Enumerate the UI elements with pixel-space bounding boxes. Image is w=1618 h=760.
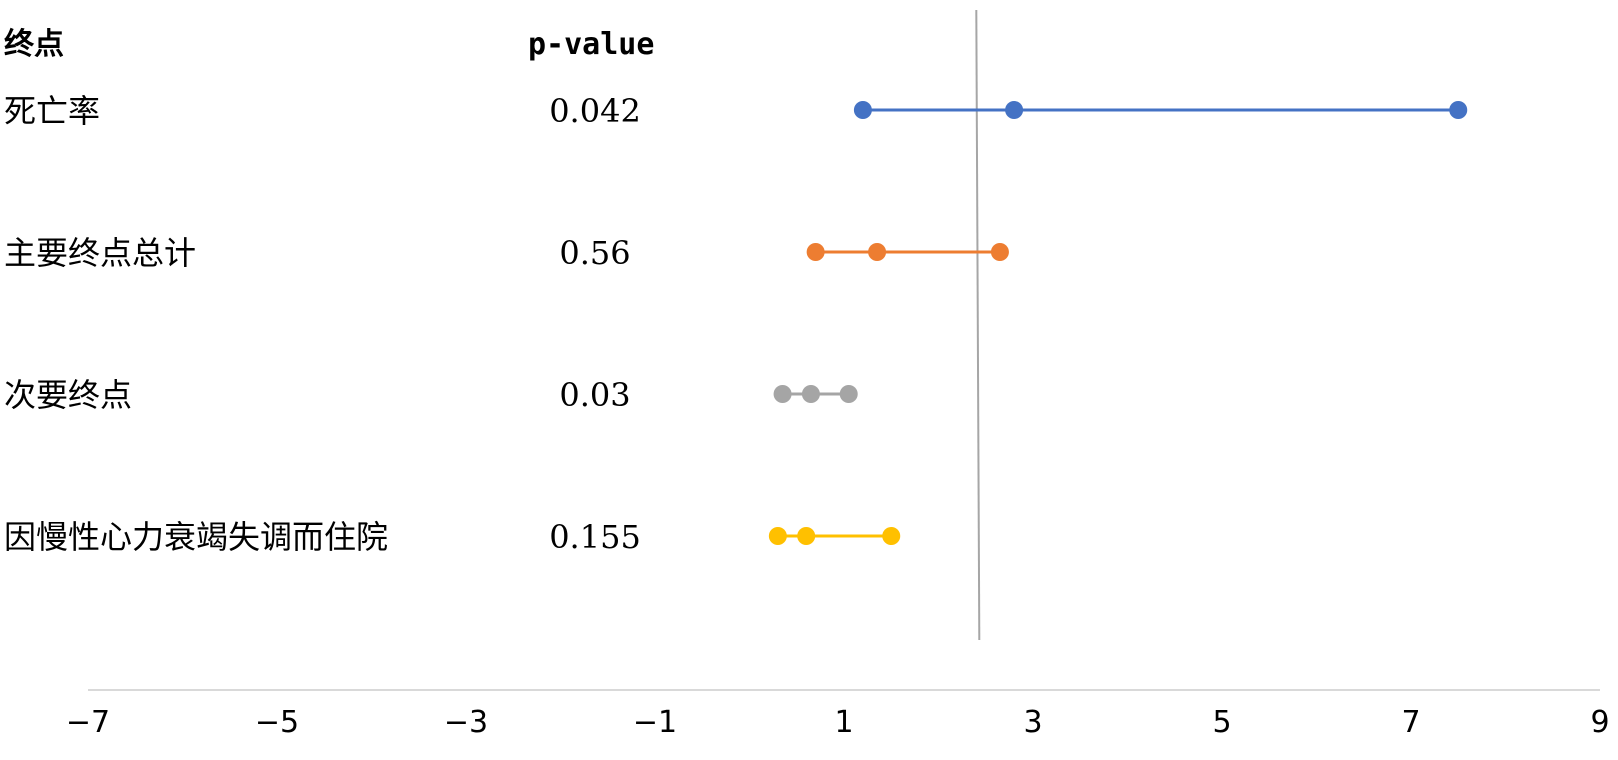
estimate-point — [868, 243, 887, 261]
ci-low-point — [853, 101, 872, 119]
ci-high-point — [882, 527, 901, 545]
row-label: 因慢性心力衰竭失调而住院 — [4, 518, 388, 556]
ci-low-point — [806, 243, 825, 261]
x-tick-label: −7 — [66, 705, 110, 740]
reference-line — [975, 9, 981, 641]
row-label: 主要终点总计 — [4, 234, 196, 272]
ci-low-point — [768, 527, 787, 545]
row-pvalue: 0.042 — [549, 92, 641, 130]
row-pvalue: 0.155 — [549, 518, 641, 556]
row-pvalue: 0.03 — [559, 376, 630, 414]
row-label: 死亡率 — [4, 92, 100, 130]
ci-high-point — [839, 385, 858, 403]
rows-group: 死亡率 0.042 主要终点总计 0.56 次要终点 0.03 因慢性心力衰竭失调而住院 0.… — [4, 92, 1468, 556]
x-tick-label: 9 — [1590, 705, 1609, 740]
x-axis-ticks: −7 −5 −3 −1 1 3 5 7 9 — [66, 705, 1610, 740]
row-label: 次要终点 — [4, 376, 132, 414]
x-tick-label: −5 — [255, 705, 299, 740]
ci-low-point — [773, 385, 792, 403]
x-tick-label: −1 — [633, 705, 677, 740]
estimate-point — [1005, 101, 1024, 119]
x-tick-label: 1 — [834, 705, 853, 740]
x-tick-label: 5 — [1212, 705, 1231, 740]
ci-high-point — [990, 243, 1009, 261]
x-tick-label: 7 — [1401, 705, 1420, 740]
row-pvalue: 0.56 — [559, 234, 630, 272]
endpoint-header: 终点 — [4, 27, 64, 62]
estimate-point — [801, 385, 820, 403]
ci-high-point — [1449, 101, 1468, 119]
x-tick-label: 3 — [1023, 705, 1042, 740]
x-tick-label: −3 — [444, 705, 488, 740]
pvalue-header: p-value — [528, 27, 654, 62]
estimate-point — [797, 527, 816, 545]
